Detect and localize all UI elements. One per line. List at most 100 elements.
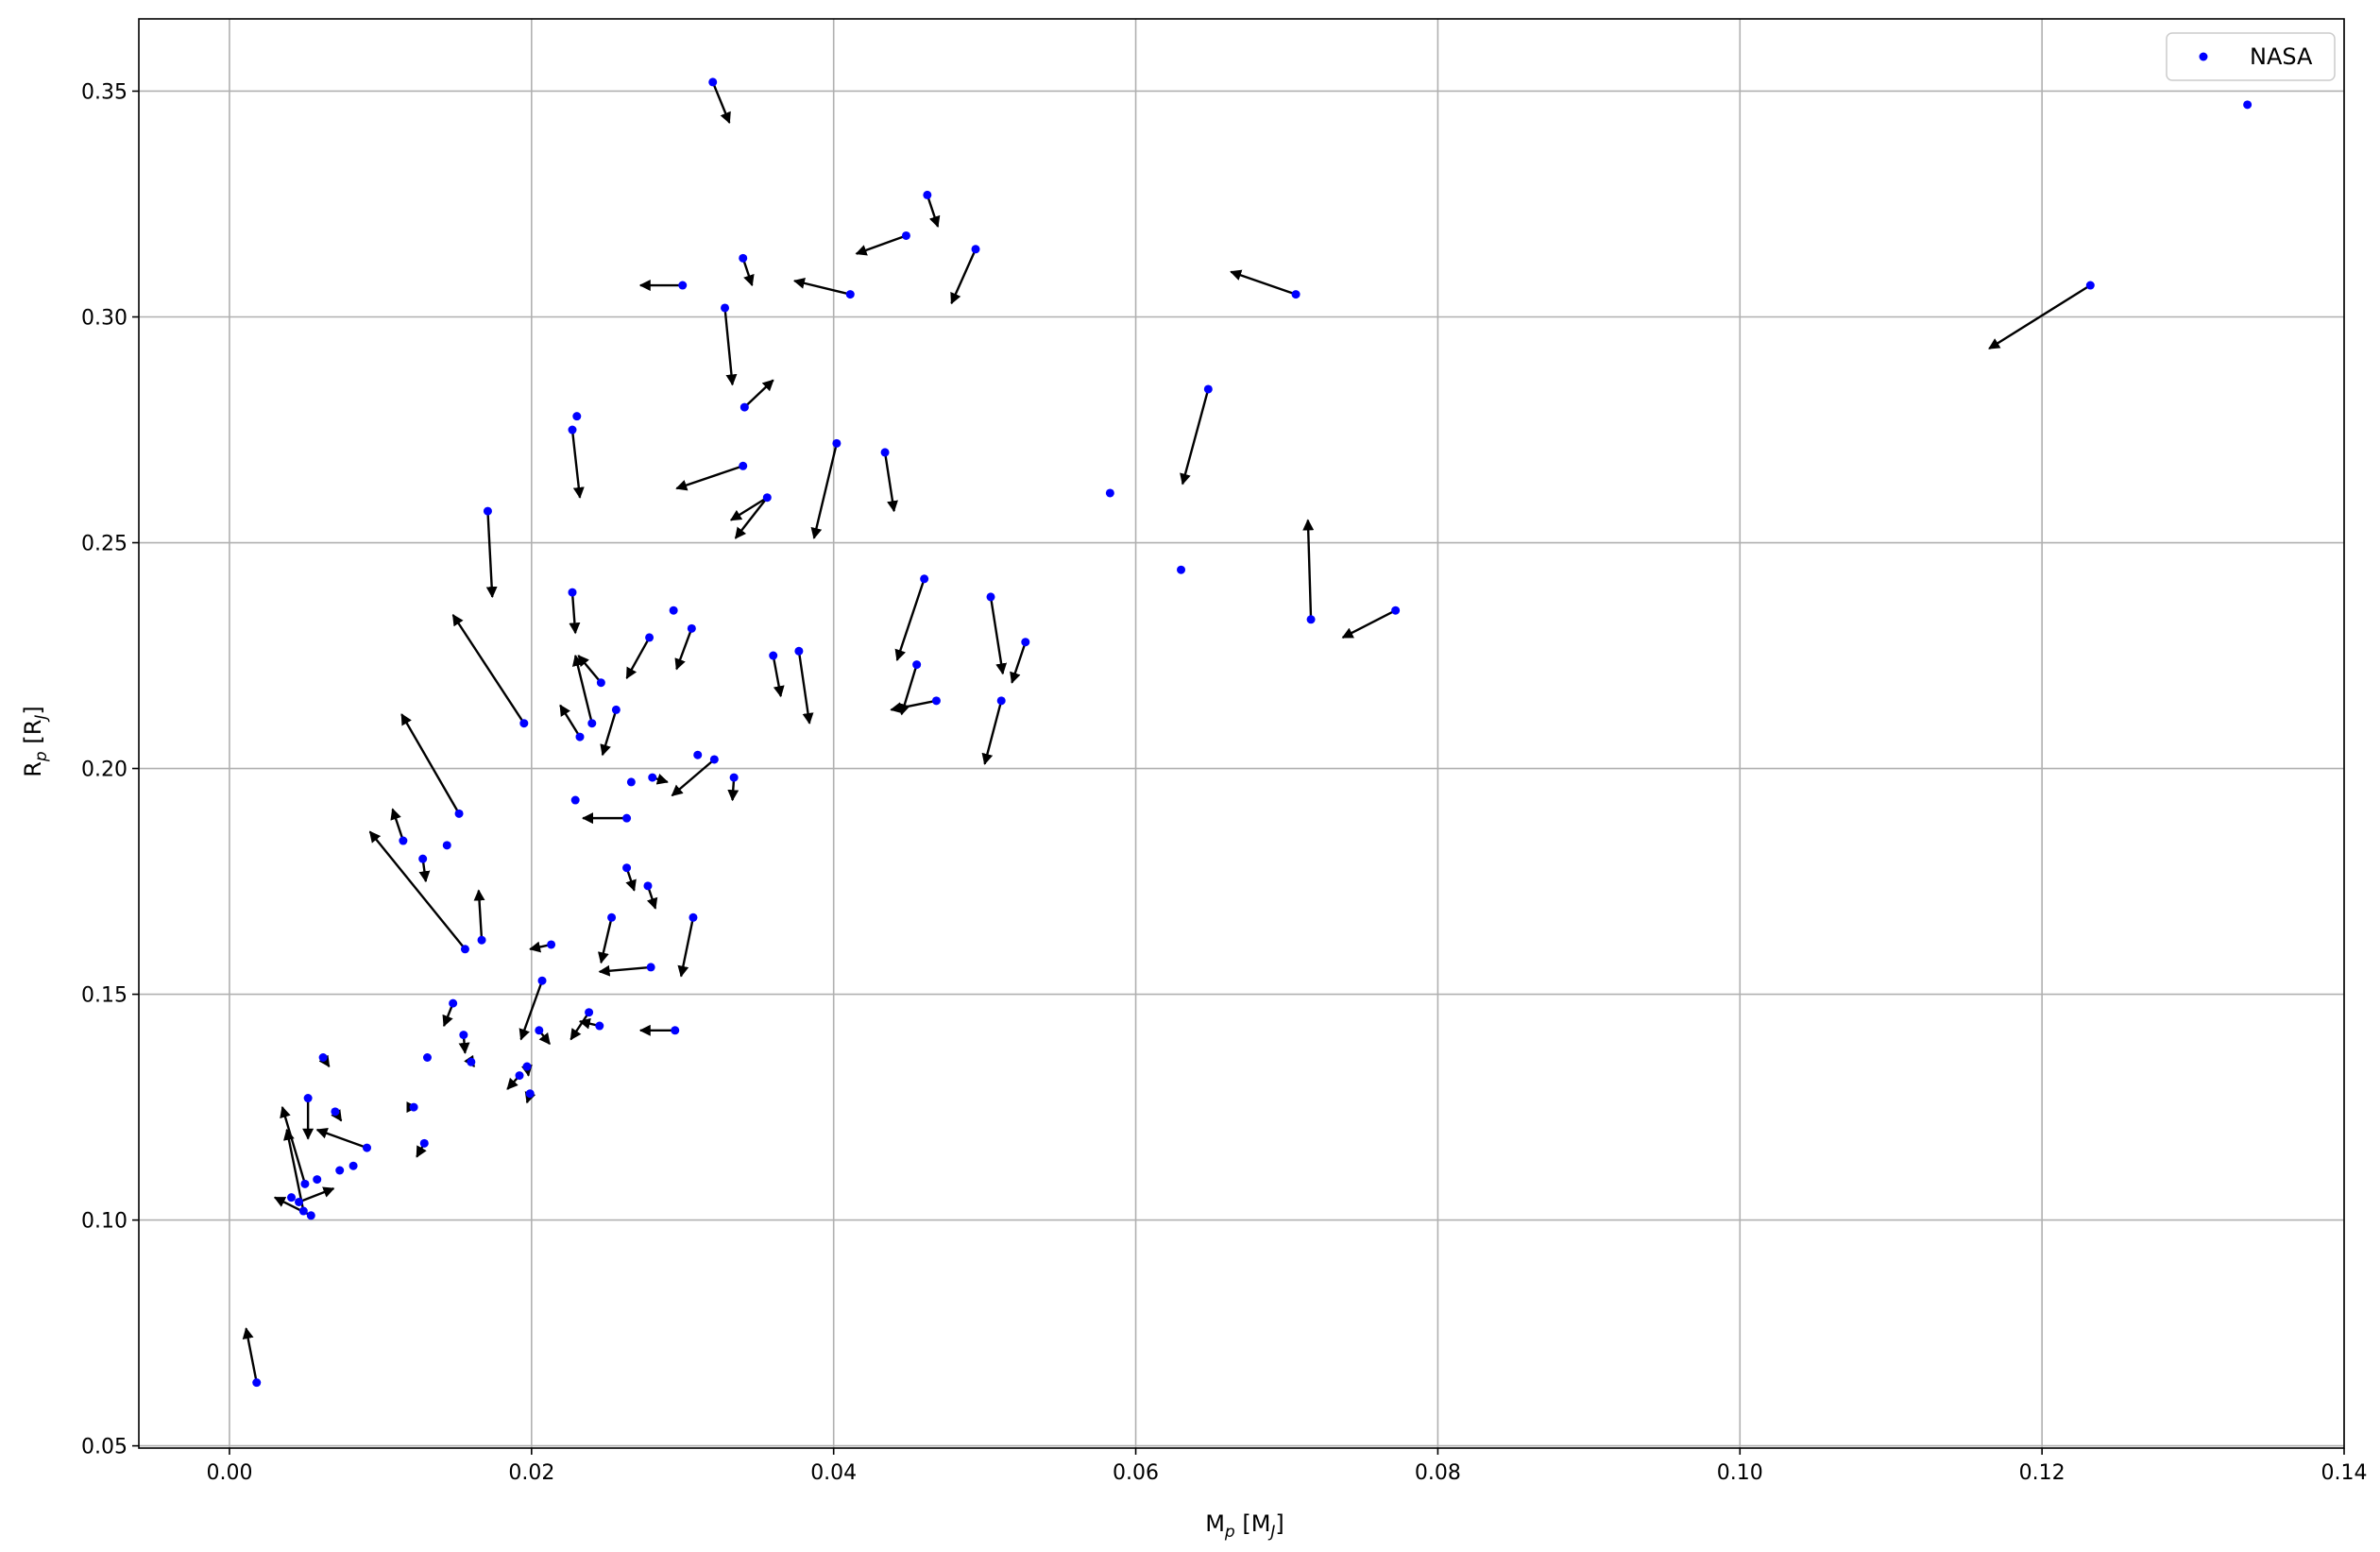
shift-arrow: [1230, 269, 1297, 296]
data-point: [460, 945, 469, 954]
shift-arrow: [855, 234, 907, 256]
data-point: [483, 506, 492, 516]
shift-arrow: [675, 465, 744, 491]
data-point: [300, 1179, 310, 1188]
data-point: [568, 425, 577, 435]
data-point: [912, 660, 922, 670]
data-point: [575, 732, 585, 742]
shift-arrow: [989, 596, 1008, 675]
data-point: [287, 1193, 297, 1202]
shift-arrow: [926, 195, 941, 229]
data-point: [688, 912, 698, 922]
shift-arrow: [280, 1105, 307, 1185]
x-axis-label: Mp [MJ]: [1205, 1510, 1284, 1542]
y-tick-label: 0.05: [81, 1436, 128, 1459]
x-axis-ticks: 0.00 0.02 0.04 0.06 0.08 0.10 0.12 0.14: [206, 1448, 2367, 1485]
data-point: [1391, 605, 1401, 615]
data-point: [709, 755, 719, 764]
shift-arrow: [743, 379, 774, 408]
shift-arrow: [485, 511, 498, 599]
data-point: [537, 976, 547, 985]
x-tick-label: 0.08: [1415, 1461, 1461, 1485]
shift-arrow: [1180, 388, 1210, 486]
data-point: [693, 750, 703, 759]
shift-arrow: [734, 496, 769, 539]
shift-arrow: [981, 700, 1003, 765]
shift-arrow: [741, 257, 755, 287]
shift-arrow: [883, 452, 898, 513]
data-point: [595, 1021, 604, 1031]
data-point: [449, 998, 458, 1008]
legend: NASA: [2166, 32, 2336, 81]
data-point: [626, 777, 636, 787]
data-point: [1177, 565, 1186, 574]
data-point: [1021, 638, 1030, 647]
shift-arrow: [600, 709, 618, 757]
data-point: [313, 1175, 322, 1185]
legend-box: [2166, 32, 2336, 81]
data-point: [399, 836, 408, 845]
data-point: [622, 813, 632, 823]
data-point: [671, 1026, 680, 1035]
data-point: [996, 696, 1006, 706]
data-point: [648, 773, 657, 782]
shift-arrow: [559, 704, 582, 738]
shift-arrow: [569, 592, 581, 635]
data-point: [570, 795, 580, 805]
data-point: [669, 605, 678, 615]
data-point: [1203, 384, 1213, 394]
data-point: [477, 935, 486, 945]
shift-arrow: [368, 830, 467, 950]
data-point: [585, 1008, 594, 1017]
data-point: [923, 190, 932, 199]
data-point: [2085, 281, 2095, 290]
data-point: [901, 230, 910, 240]
shift-arrow: [671, 759, 716, 797]
shift-arrow: [1010, 641, 1027, 684]
data-point: [419, 1138, 429, 1148]
data-point: [418, 854, 428, 863]
shift-arrow: [625, 637, 651, 679]
shift-arrow: [570, 429, 585, 499]
shift-arrow: [518, 980, 544, 1041]
data-point: [931, 696, 941, 706]
shift-arrow: [242, 1327, 258, 1383]
data-point: [622, 863, 632, 873]
data-point: [740, 402, 749, 412]
shift-arrow: [571, 654, 593, 725]
shift-arrow: [810, 443, 839, 539]
data-point: [880, 448, 890, 457]
shift-arrow: [797, 651, 814, 725]
shift-arrow: [729, 496, 768, 521]
y-axis-ticks: 0.05 0.10 0.15 0.20 0.25 0.30 0.35: [81, 80, 139, 1459]
data-point: [920, 574, 929, 584]
shift-arrow: [792, 277, 851, 296]
data-point: [687, 623, 696, 633]
x-tick-label: 0.10: [1717, 1461, 1763, 1485]
data-point: [295, 1197, 304, 1206]
data-point: [454, 809, 464, 818]
data-point: [252, 1378, 262, 1388]
data-point: [362, 1143, 371, 1152]
data-point: [832, 438, 842, 448]
data-point: [1291, 290, 1300, 299]
data-point: [515, 1071, 524, 1081]
data-point: [442, 841, 451, 850]
y-tick-label: 0.35: [81, 80, 128, 104]
shift-arrow: [674, 627, 693, 671]
data-point: [519, 719, 529, 728]
data-point: [646, 963, 655, 972]
shift-arrow: [772, 655, 785, 698]
point-layer: [252, 77, 2252, 1388]
legend-label: NASA: [2250, 43, 2313, 70]
shift-arrow: [894, 578, 926, 661]
data-point: [607, 912, 617, 922]
data-point: [762, 493, 772, 503]
shift-arrow: [1302, 519, 1315, 620]
data-point: [568, 588, 577, 597]
data-point: [587, 719, 597, 728]
data-point: [2243, 100, 2252, 110]
shift-arrow: [451, 614, 525, 725]
